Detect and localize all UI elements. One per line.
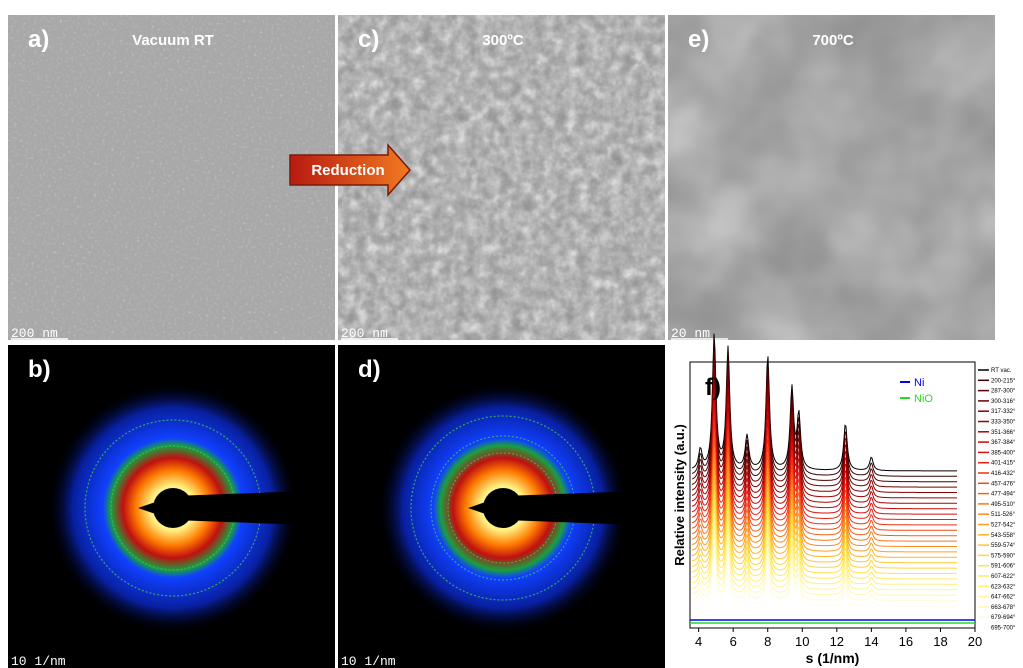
legend-label: 527-542° bbox=[991, 523, 1016, 529]
legend-label: 607-622° bbox=[991, 574, 1016, 580]
legend-label: 559-574° bbox=[991, 543, 1016, 549]
legend-label: RT vac. bbox=[991, 368, 1012, 374]
legend-label: 477-494° bbox=[991, 492, 1016, 498]
x-tick-label: 18 bbox=[933, 634, 947, 649]
panel-label: d) bbox=[358, 356, 381, 383]
x-tick-label: 4 bbox=[695, 634, 702, 649]
beam-stop-center bbox=[153, 488, 193, 528]
legend-label: 317-332° bbox=[991, 409, 1016, 415]
panel-label: e) bbox=[688, 26, 709, 53]
x-tick-label: 20 bbox=[968, 634, 982, 649]
beam-stop-center bbox=[483, 488, 523, 528]
legend-label: 200-215° bbox=[991, 378, 1016, 384]
micrograph bbox=[8, 15, 335, 340]
legend-label: 591-606° bbox=[991, 564, 1016, 570]
x-tick-label: 10 bbox=[795, 634, 809, 649]
legend-label: 385-400° bbox=[991, 450, 1016, 456]
arrow-label: Reduction bbox=[311, 162, 384, 179]
legend-label: 351-366° bbox=[991, 430, 1016, 436]
scale-bar-label: 10 1/nm bbox=[11, 654, 66, 668]
panel: d) 10 1/nm bbox=[338, 345, 665, 668]
legend-label: 663-678° bbox=[991, 605, 1016, 611]
panel: b) 10 1/nm bbox=[8, 345, 335, 668]
legend-label: 401-415° bbox=[991, 461, 1016, 467]
legend-label: 679-694° bbox=[991, 615, 1016, 621]
legend-label: 511-526° bbox=[991, 512, 1016, 518]
x-tick-label: 6 bbox=[730, 634, 737, 649]
legend-label: NiO bbox=[914, 393, 933, 405]
panel-label: a) bbox=[28, 26, 49, 53]
x-tick-label: 16 bbox=[899, 634, 913, 649]
legend-label: 367-384° bbox=[991, 440, 1016, 446]
panel-label: b) bbox=[28, 356, 51, 383]
panel-label: c) bbox=[358, 26, 379, 53]
x-tick-label: 8 bbox=[764, 634, 771, 649]
scale-bar-label: 10 1/nm bbox=[341, 654, 396, 668]
legend-label: 543-558° bbox=[991, 533, 1016, 539]
panel-title: 300ºC bbox=[482, 32, 524, 49]
legend-label: Ni bbox=[914, 377, 924, 389]
legend-label: 416-432° bbox=[991, 471, 1016, 477]
legend-label: 575-590° bbox=[991, 553, 1016, 559]
legend-label: 623-632° bbox=[991, 584, 1016, 590]
legend-label: 495-510° bbox=[991, 502, 1016, 508]
x-tick-label: 14 bbox=[864, 634, 878, 649]
legend-label: 695-700° bbox=[991, 626, 1016, 632]
panel-label: f) bbox=[705, 374, 721, 401]
micrograph bbox=[668, 15, 995, 340]
y-axis-label: Relative intensity (a.u.) bbox=[672, 424, 687, 566]
legend-label: 333-350° bbox=[991, 420, 1016, 426]
legend-label: 300-316° bbox=[991, 399, 1016, 405]
figure: a)Vacuum RT200 nmc)300ºC200 nme)700ºC20 … bbox=[0, 0, 1023, 668]
x-tick-label: 12 bbox=[830, 634, 844, 649]
legend-label: 647-662° bbox=[991, 595, 1016, 601]
legend-label: 457-476° bbox=[991, 481, 1016, 487]
x-axis-label: s (1/nm) bbox=[806, 650, 860, 666]
panel-title: 700ºC bbox=[812, 32, 854, 49]
plot: Ni NiO f) 4 6 8 10 12 14 16 18 20 s (1/nm) Relative i… bbox=[672, 334, 1016, 666]
panel-title: Vacuum RT bbox=[132, 32, 214, 49]
legend-label: 287-300° bbox=[991, 389, 1016, 395]
